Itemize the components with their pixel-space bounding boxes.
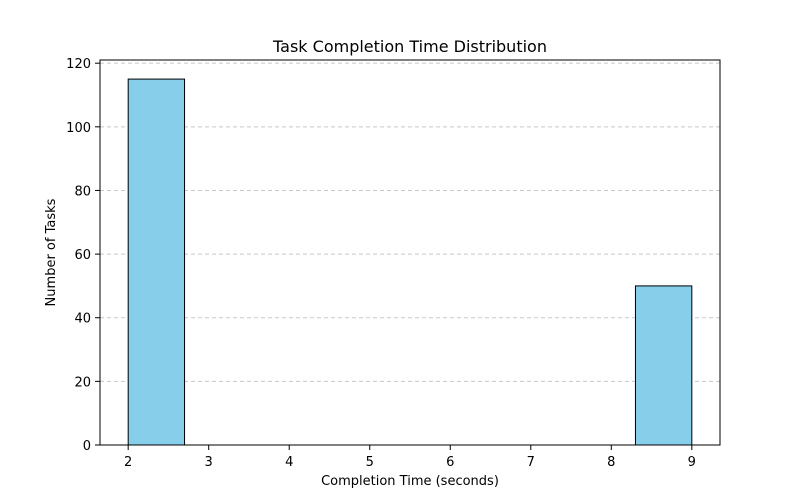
x-axis-label: Completion Time (seconds) <box>321 474 499 489</box>
x-tick-label-4: 4 <box>285 455 293 470</box>
x-tick-label-6: 6 <box>446 455 454 470</box>
x-tick-label-3: 3 <box>205 455 213 470</box>
bar-layer <box>127 78 693 446</box>
y-tick-label-100: 100 <box>66 121 91 136</box>
histogram-bar-0 <box>127 78 186 446</box>
x-tick-label-2: 2 <box>124 455 132 470</box>
x-tick-label-7: 7 <box>527 455 535 470</box>
y-tick-label-60: 60 <box>74 248 91 263</box>
x-tick-label-5: 5 <box>366 455 374 470</box>
y-axis-label: Number of Tasks <box>44 198 59 306</box>
y-tick-label-0: 0 <box>83 439 91 454</box>
y-tick-label-80: 80 <box>74 184 91 199</box>
y-tick-label-20: 20 <box>74 375 91 390</box>
tick-layer: 2 3 4 5 6 7 8 9 0 20 40 60 80 100 120 <box>66 57 696 470</box>
y-tick-label-40: 40 <box>74 312 91 327</box>
x-tick-label-9: 9 <box>688 455 696 470</box>
chart-title: Task Completion Time Distribution <box>272 37 547 56</box>
grid-layer <box>100 62 720 382</box>
histogram-bar-9 <box>634 285 693 446</box>
axes-frame <box>99 59 721 446</box>
y-tick-label-120: 120 <box>66 57 91 72</box>
x-tick-label-8: 8 <box>607 455 615 470</box>
